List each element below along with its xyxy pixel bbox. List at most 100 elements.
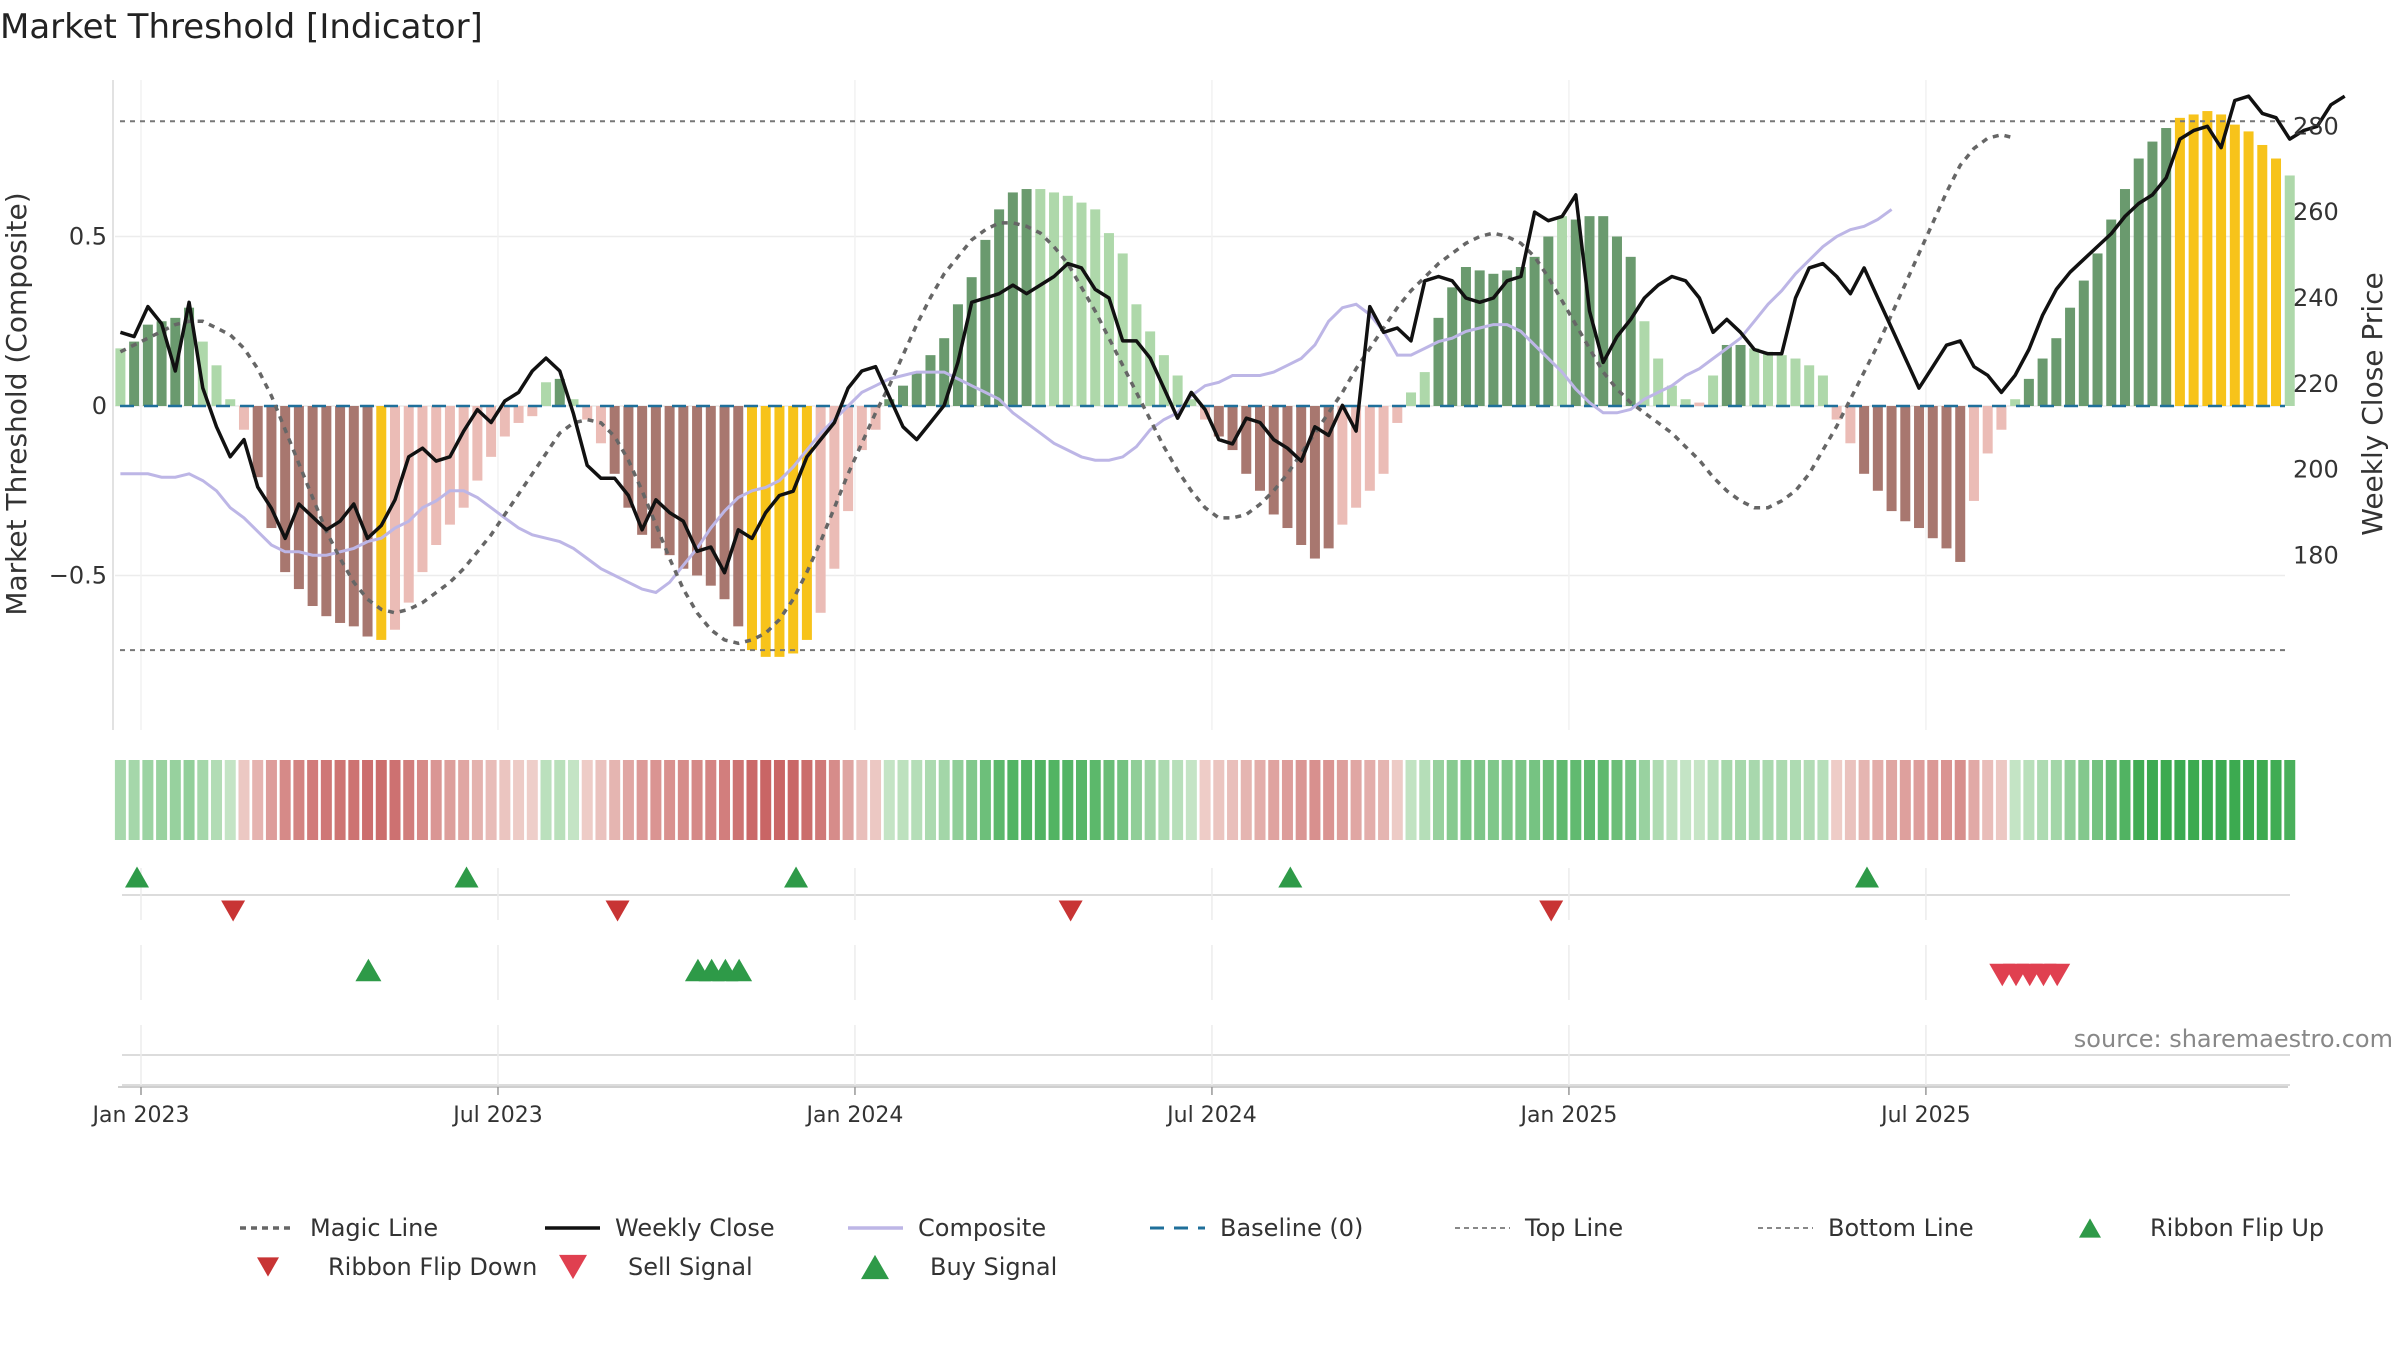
- ribbon-cell: [1858, 760, 1870, 840]
- ribbon-cell: [1597, 760, 1609, 840]
- ribbon-cell: [1336, 760, 1348, 840]
- ribbon-cell: [1872, 760, 1884, 840]
- composite-bar: [1763, 351, 1774, 406]
- ribbon-cell: [1693, 760, 1705, 840]
- ribbon-cell: [1007, 760, 1019, 840]
- ribbon-cell: [1185, 760, 1197, 840]
- composite-bar: [2202, 111, 2213, 406]
- composite-bar: [1131, 304, 1142, 406]
- ribbon-cell: [307, 760, 319, 840]
- composite-bar: [197, 341, 208, 406]
- ribbon-cell: [609, 760, 621, 840]
- composite-bar: [2119, 189, 2130, 406]
- ribbon-cell: [2256, 760, 2268, 840]
- x-tick-label: Jul 2025: [1879, 1103, 1971, 1128]
- ribbon-cell: [1474, 760, 1486, 840]
- composite-bar: [1776, 355, 1787, 406]
- composite-bar: [980, 239, 991, 406]
- ribbon-cell: [169, 760, 181, 840]
- composite-bar: [1735, 344, 1746, 406]
- y-axis-right-label: Weekly Close Price: [2356, 272, 2389, 535]
- ribbon-cell: [1323, 760, 1335, 840]
- ribbon-cell: [389, 760, 401, 840]
- ribbon-cell: [1268, 760, 1280, 840]
- composite-bar: [1227, 406, 1238, 451]
- composite-bar: [266, 406, 277, 529]
- ribbon-cell: [128, 760, 140, 840]
- composite-bar: [211, 365, 222, 406]
- ribbon-flip-down-marker: [1058, 900, 1083, 922]
- ribbon-cell: [1803, 760, 1815, 840]
- ribbon-cell: [815, 760, 827, 840]
- composite-bar: [1268, 406, 1279, 515]
- composite-bar: [554, 378, 565, 406]
- chart-title: Market Threshold [Indicator]: [0, 7, 483, 47]
- ribbon-cell: [1735, 760, 1747, 840]
- ribbon-cell: [773, 760, 785, 840]
- ribbon-cell: [1789, 760, 1801, 840]
- composite-bar: [856, 406, 867, 451]
- ribbon-cell: [1611, 760, 1623, 840]
- legend-label: Magic Line: [310, 1214, 438, 1242]
- ribbon-cell: [1638, 760, 1650, 840]
- ribbon-cell: [2188, 760, 2200, 840]
- ribbon-cell: [2009, 760, 2021, 840]
- composite-bar: [719, 406, 730, 600]
- ribbon-cell: [2023, 760, 2035, 840]
- ribbon-cell: [293, 760, 305, 840]
- composite-bar: [1790, 358, 1801, 406]
- legend-swatch-ribbon-flip-up: [2079, 1218, 2101, 1238]
- composite-bar: [499, 406, 510, 437]
- ribbon-cell: [2092, 760, 2104, 840]
- ribbon-cell: [1721, 760, 1733, 840]
- composite-bar: [774, 406, 785, 657]
- ribbon-cell: [1172, 760, 1184, 840]
- weekly-close-line: [119, 94, 2346, 575]
- ribbon-flip-up-marker: [784, 866, 809, 888]
- x-tick-label: Jan 2024: [805, 1103, 904, 1128]
- ribbon-cell: [2270, 760, 2282, 840]
- composite-bar: [1076, 202, 1087, 406]
- ribbon-cell: [142, 760, 154, 840]
- composite-bar: [1419, 372, 1430, 406]
- composite-bar: [898, 385, 909, 406]
- composite-bar: [664, 406, 675, 556]
- composite-bar: [527, 406, 538, 417]
- ribbon-cell: [2201, 760, 2213, 840]
- ribbon-cell: [636, 760, 648, 840]
- composite-bar: [1598, 216, 1609, 406]
- composite-bar: [1557, 216, 1568, 406]
- y-left-tick-label: 0: [92, 392, 107, 420]
- composite-bar: [2229, 124, 2240, 406]
- legend: Magic Line Weekly Close Composite Baseline …: [240, 1214, 2324, 1281]
- ribbon-cell: [924, 760, 936, 840]
- composite-bar: [1103, 233, 1114, 406]
- ribbon-cell: [1048, 760, 1060, 840]
- composite-bar: [705, 406, 716, 586]
- composite-bar: [1955, 406, 1966, 562]
- ribbon-cell: [1666, 760, 1678, 840]
- composite-bar: [1611, 236, 1622, 406]
- ribbon-cell: [471, 760, 483, 840]
- composite-bar: [650, 406, 661, 549]
- composite-bar: [513, 406, 524, 423]
- ribbon-cell: [1954, 760, 1966, 840]
- ribbon-cell: [677, 760, 689, 840]
- composite-bar: [733, 406, 744, 627]
- ribbon-cell: [1982, 760, 1994, 840]
- ribbon-cell: [2050, 760, 2062, 840]
- ribbon-cell: [1652, 760, 1664, 840]
- composite-bar: [1460, 267, 1471, 406]
- composite-bar: [1007, 192, 1018, 406]
- ribbon-cell: [526, 760, 538, 840]
- ribbon-cell: [1913, 760, 1925, 840]
- composite-bar: [1543, 236, 1554, 406]
- ribbon-cell: [197, 760, 209, 840]
- composite-bar: [335, 406, 346, 623]
- axes: 0.5 0 −0.5 280 260 240 220 200 180 Jan 2023 Jul 20…: [49, 80, 2339, 1128]
- ribbon-cell: [362, 760, 374, 840]
- composite-bar: [692, 406, 703, 576]
- ribbon-cell: [224, 760, 236, 840]
- composite-bar: [2271, 158, 2282, 406]
- ribbon-cell: [1199, 760, 1211, 840]
